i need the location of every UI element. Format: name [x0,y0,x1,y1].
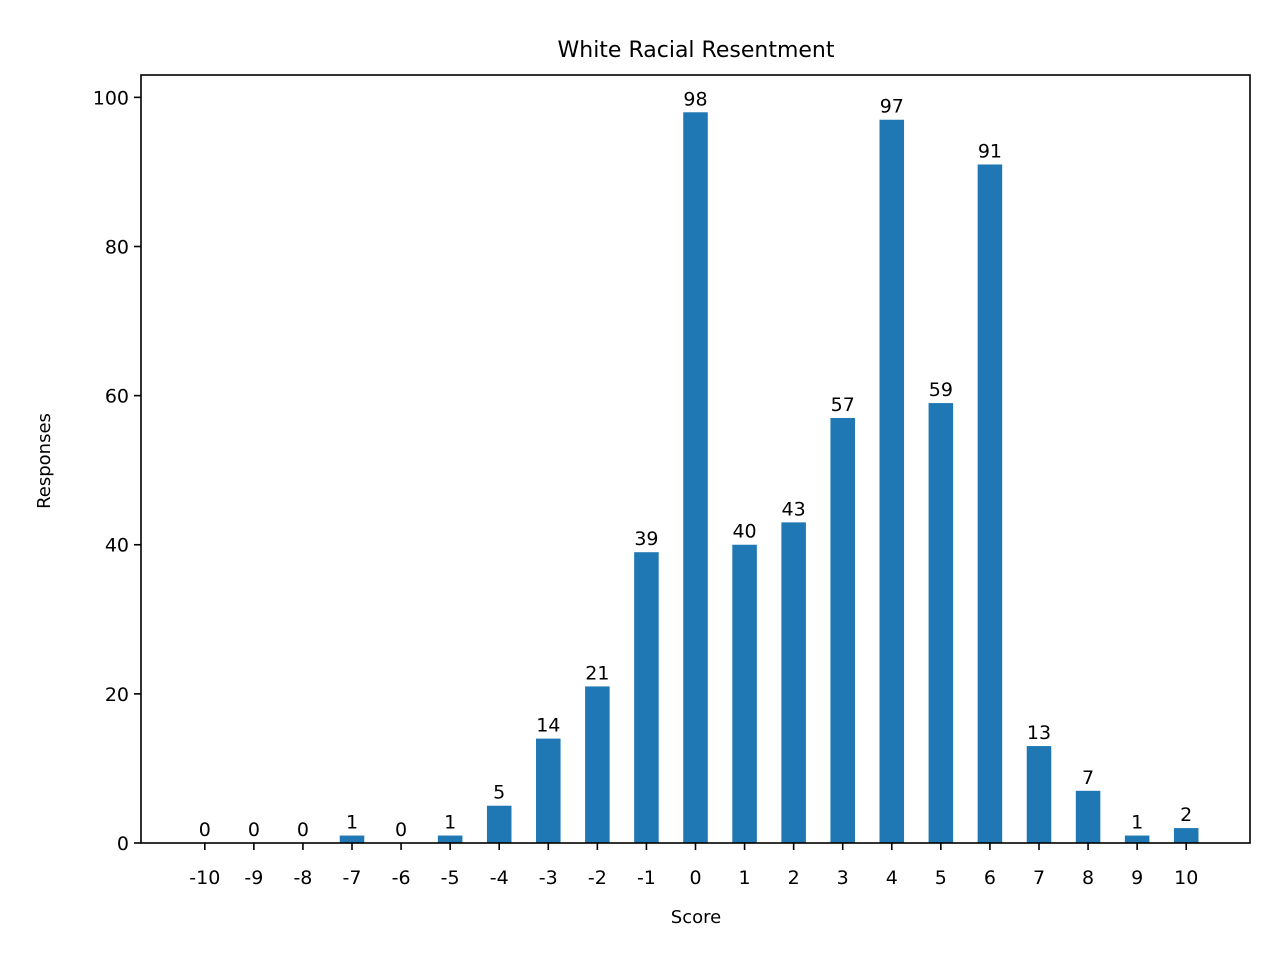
bar-score-7 [1026,746,1052,843]
x-tick-label: 1 [739,867,751,889]
x-axis: -10 -9 -8 -7 -6 -5 -4 -3 -2 -1 0 1 2 3 4 5 6 7 8 9 10 [189,843,1198,889]
bar-score-9 [1124,835,1150,843]
y-tick-label: 80 [105,236,129,258]
x-tick-label: 8 [1082,867,1094,889]
bar-score--7 [339,835,365,843]
plot-area-frame [140,74,1251,844]
y-tick-label: 100 [93,87,129,109]
data-label-score--2: 21 [585,662,609,684]
bar-score-6 [977,164,1003,844]
y-tick-label: 0 [117,833,129,855]
x-tick-label: 4 [886,867,898,889]
bar-score-3 [830,417,855,843]
x-tick-label: -3 [539,867,558,889]
data-label-score-9: 1 [1131,812,1143,834]
bar-score--3 [536,738,561,843]
bars-layer [339,112,1199,844]
x-tick-label: -2 [588,867,607,889]
bar-score--5 [437,835,463,843]
y-tick-label: 20 [105,684,129,706]
data-label-score--9: 0 [248,819,260,841]
data-label-score-6: 91 [978,140,1002,162]
data-label-score--10: 0 [199,819,211,841]
bar-score-1 [732,544,757,843]
data-label-score-2: 43 [782,498,806,520]
bar-score--1 [634,552,659,843]
data-label-score--1: 39 [634,528,658,550]
bar-score-5 [928,403,954,843]
x-tick-label: 2 [788,867,800,889]
data-label-score--3: 14 [536,715,560,737]
data-label-score--7: 1 [346,812,358,834]
x-tick-label: -9 [244,867,263,889]
data-label-score-3: 57 [831,394,855,416]
y-tick-label: 60 [105,386,129,408]
x-tick-label: -10 [189,867,220,889]
x-tick-label: 6 [984,867,996,889]
data-label-score-1: 40 [732,521,756,543]
x-tick-label: 0 [689,867,701,889]
data-label-score--4: 5 [493,782,505,804]
bar-score-10 [1173,828,1199,843]
bar-score-8 [1075,790,1101,843]
x-tick-label: -8 [293,867,312,889]
y-axis: 0 20 40 60 80 100 [93,87,141,855]
data-label-score-7: 13 [1027,722,1051,744]
data-label-score--5: 1 [444,812,456,834]
bar-score-0 [683,112,708,843]
chart-title: White Racial Resentment [558,38,835,63]
x-axis-label: Score [671,907,721,928]
data-label-score-8: 7 [1082,767,1094,789]
x-tick-label: -4 [490,867,509,889]
bar-score-4 [879,119,905,844]
x-tick-label: -6 [392,867,411,889]
data-label-score--6: 0 [395,819,407,841]
x-tick-label: 5 [935,867,947,889]
bar-score--2 [585,686,610,843]
x-tick-label: -1 [637,867,656,889]
x-tick-label: -5 [441,867,460,889]
x-tick-label: 9 [1131,867,1143,889]
x-tick-label: 7 [1033,867,1045,889]
x-tick-label: 3 [837,867,849,889]
data-label-score-5: 59 [929,379,953,401]
x-tick-label: -7 [343,867,362,889]
data-label-score-4: 97 [880,96,904,118]
bar-score--4 [486,805,512,843]
x-tick-label: 10 [1174,867,1198,889]
data-label-score-10: 2 [1180,804,1192,826]
y-axis-label: Responses [34,413,55,509]
y-tick-label: 40 [105,535,129,557]
data-label-score--8: 0 [297,819,309,841]
data-labels-layer: 0 0 0 1 0 1 5 14 21 39 98 40 43 57 97 59 91 13 7 1 2 [199,88,1193,841]
bar-score-2 [781,522,806,843]
data-label-score-0: 98 [683,88,707,110]
